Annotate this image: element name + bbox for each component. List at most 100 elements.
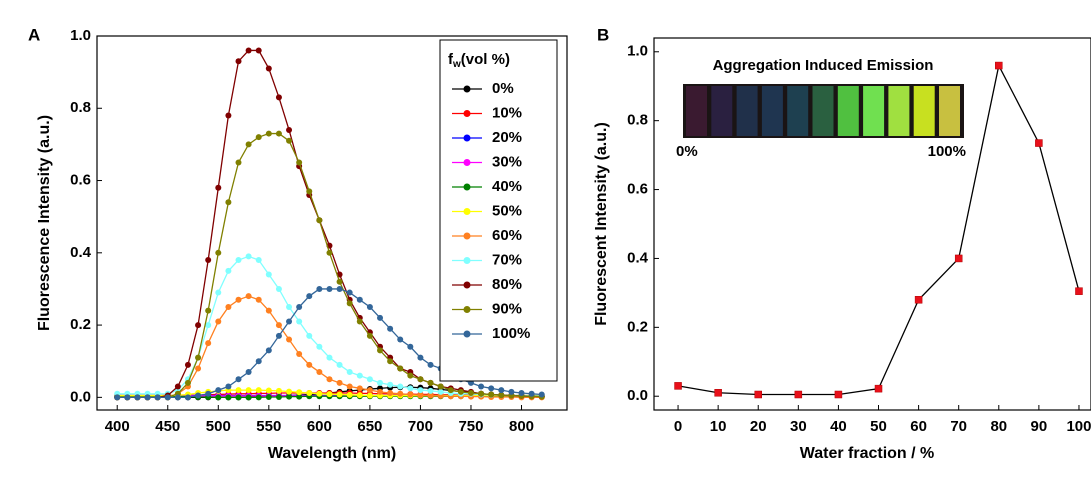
data-point (467, 390, 474, 397)
x-tick-label: 20 (750, 418, 767, 435)
data-point (336, 278, 343, 285)
x-tick-label: 750 (458, 418, 483, 435)
x-axis-title: Wavelength (nm) (268, 445, 396, 462)
data-point (427, 379, 434, 386)
y-tick-label: 0.0 (627, 387, 648, 404)
data-point (794, 390, 803, 399)
data-point (265, 307, 272, 314)
data-point (255, 134, 262, 141)
data-point (417, 354, 424, 361)
data-point (356, 385, 363, 392)
vial (863, 86, 885, 136)
legend-marker (463, 281, 471, 289)
data-point (336, 285, 343, 292)
legend-marker (463, 306, 471, 313)
data-point (447, 387, 454, 394)
data-point (397, 336, 404, 343)
y-tick-label: 1.0 (70, 27, 91, 44)
data-point (387, 358, 394, 365)
data-point (478, 383, 485, 390)
data-point (255, 394, 262, 401)
y-axis-title: Fluorescence Intensity (a.u.) (36, 115, 53, 331)
data-point (265, 387, 272, 394)
x-tick-label: 400 (105, 418, 130, 435)
data-point (215, 387, 222, 394)
data-point (427, 392, 434, 399)
data-point (184, 394, 191, 401)
vial (736, 86, 758, 136)
y-tick-label: 0.8 (627, 112, 648, 129)
vial (888, 86, 910, 136)
data-point (245, 387, 252, 394)
legend-marker (463, 134, 471, 142)
data-point (336, 361, 343, 368)
data-point (346, 289, 353, 296)
data-point (225, 267, 232, 274)
data-point (215, 394, 222, 401)
data-point (215, 318, 222, 325)
data-point (235, 376, 242, 383)
legend-marker (463, 110, 471, 117)
data-point (478, 390, 485, 397)
panel-label: A (28, 25, 40, 44)
data-point (397, 390, 404, 397)
legend-label: 10% (492, 104, 522, 121)
data-point (296, 318, 303, 325)
x-tick-label: 450 (155, 418, 180, 435)
legend-marker (463, 208, 471, 215)
x-tick-label: 50 (870, 418, 887, 435)
data-point (195, 365, 202, 372)
data-point (377, 388, 384, 395)
legend-marker (463, 232, 471, 240)
data-point (225, 394, 232, 401)
data-point (134, 394, 141, 401)
y-tick-label: 0.4 (627, 249, 649, 266)
data-point (245, 369, 252, 376)
data-point (286, 304, 293, 311)
data-point (225, 304, 232, 311)
data-point (225, 383, 232, 390)
data-point (275, 285, 282, 292)
legend-box (439, 39, 558, 382)
legend-title: fw(vol %) (448, 51, 510, 70)
data-point (538, 391, 545, 398)
data-point (205, 390, 212, 397)
data-point (265, 130, 272, 137)
data-point (377, 314, 384, 321)
legend-label: 0% (492, 80, 514, 97)
data-point (714, 389, 722, 397)
data-point (366, 387, 373, 394)
data-point (417, 392, 424, 399)
data-point (417, 387, 424, 394)
vial (787, 86, 809, 136)
y-tick-label: 0.4 (70, 244, 92, 261)
data-point (225, 199, 232, 206)
data-point (144, 394, 151, 401)
data-point (235, 387, 242, 394)
data-point (306, 188, 313, 195)
inset-left-label: 0% (676, 143, 698, 160)
panel-label: B (597, 25, 609, 44)
data-point (245, 253, 252, 260)
data-point (427, 361, 434, 368)
data-point (346, 300, 353, 307)
data-point (286, 318, 293, 325)
data-point (387, 381, 394, 388)
data-point (286, 393, 293, 400)
legend-label: 20% (492, 129, 522, 146)
data-point (834, 390, 843, 399)
data-point (498, 387, 505, 394)
data-point (508, 388, 515, 395)
data-point (235, 257, 242, 264)
inset-title: Aggregation Induced Emission (713, 57, 934, 74)
data-point (407, 372, 414, 379)
legend-label: 80% (492, 276, 522, 293)
legend-label: 60% (492, 227, 522, 244)
data-point (275, 322, 282, 329)
data-point (205, 257, 212, 264)
data-point (457, 388, 464, 395)
x-tick-label: 650 (357, 418, 382, 435)
data-point (387, 390, 394, 397)
x-tick-label: 100 (1066, 418, 1091, 435)
